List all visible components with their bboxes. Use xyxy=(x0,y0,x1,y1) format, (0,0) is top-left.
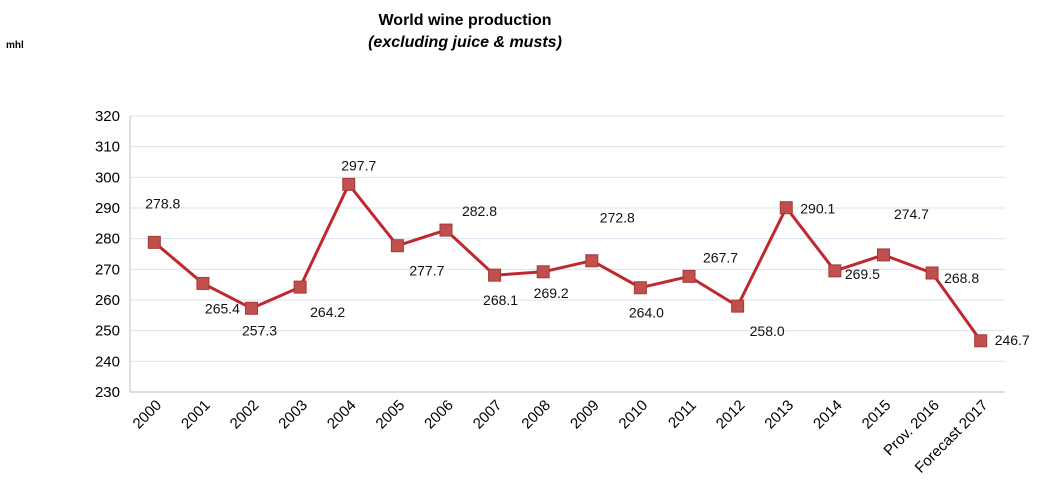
y-tick-label: 310 xyxy=(95,139,120,156)
x-tick-label: 2001 xyxy=(178,397,214,433)
y-tick-label: 270 xyxy=(95,261,120,278)
data-label: 269.2 xyxy=(534,285,569,301)
data-point xyxy=(293,280,307,294)
data-point xyxy=(390,239,404,253)
data-label: 277.7 xyxy=(409,263,444,279)
data-point xyxy=(488,268,502,282)
data-point xyxy=(633,281,647,295)
y-unit-label: mhl xyxy=(6,40,24,51)
y-tick-label: 250 xyxy=(95,323,120,340)
data-label: 274.7 xyxy=(894,206,929,222)
x-tick-label: 2010 xyxy=(616,397,652,433)
data-point xyxy=(536,265,550,279)
data-point xyxy=(925,266,939,280)
data-label: 269.5 xyxy=(845,266,880,282)
data-point xyxy=(731,299,745,313)
x-tick-label: 2006 xyxy=(421,397,457,433)
x-tick-label: 2014 xyxy=(810,397,846,433)
data-label: 278.8 xyxy=(145,195,180,211)
chart-title: World wine production xyxy=(378,12,552,29)
x-tick-label: 2000 xyxy=(130,397,166,433)
data-label: 264.0 xyxy=(629,305,664,321)
y-tick-label: 240 xyxy=(95,353,120,370)
y-tick-label: 300 xyxy=(95,169,120,186)
data-label: 272.8 xyxy=(600,210,635,226)
data-point xyxy=(876,248,890,262)
chart-title-block: World wine production (excluding juice &… xyxy=(300,10,630,54)
y-tick-label: 290 xyxy=(95,200,120,217)
data-label: 268.1 xyxy=(483,292,518,308)
data-label: 268.8 xyxy=(944,270,979,286)
data-point xyxy=(196,276,210,290)
data-point xyxy=(439,223,453,237)
y-tick-label: 260 xyxy=(95,292,120,309)
x-tick-label: 2003 xyxy=(275,397,311,433)
y-tick-label: 280 xyxy=(95,231,120,248)
data-label: 257.3 xyxy=(242,322,277,338)
data-point xyxy=(828,264,842,278)
x-tick-label: 2005 xyxy=(373,397,409,433)
series-line xyxy=(153,182,982,342)
data-point xyxy=(245,301,259,315)
x-tick-label: 2007 xyxy=(470,397,506,433)
chart-subtitle: (excluding juice & musts) xyxy=(368,34,562,51)
data-label: 265.4 xyxy=(205,300,240,316)
data-point xyxy=(974,334,988,348)
y-tick-label: 230 xyxy=(95,384,120,401)
data-point xyxy=(585,254,599,268)
data-label: 297.7 xyxy=(341,157,376,173)
data-label: 290.1 xyxy=(800,201,835,217)
x-tick-label: 2008 xyxy=(518,397,554,433)
data-point xyxy=(342,177,356,191)
data-point xyxy=(779,201,793,215)
x-tick-label: 2011 xyxy=(665,397,700,432)
data-label: 258.0 xyxy=(750,323,785,339)
x-tick-label: 2004 xyxy=(324,397,360,433)
data-label: 264.2 xyxy=(310,304,345,320)
y-tick-label: 320 xyxy=(95,108,120,125)
x-tick-label: 2015 xyxy=(859,397,895,433)
data-point xyxy=(682,269,696,283)
data-label: 282.8 xyxy=(462,203,497,219)
x-tick-label: 2012 xyxy=(713,397,749,433)
x-tick-label: 2013 xyxy=(761,397,797,433)
x-tick-label: 2002 xyxy=(227,397,263,433)
data-point xyxy=(147,235,161,249)
data-label: 246.7 xyxy=(995,332,1030,348)
data-label: 267.7 xyxy=(703,249,738,265)
x-tick-label: 2009 xyxy=(567,397,603,433)
